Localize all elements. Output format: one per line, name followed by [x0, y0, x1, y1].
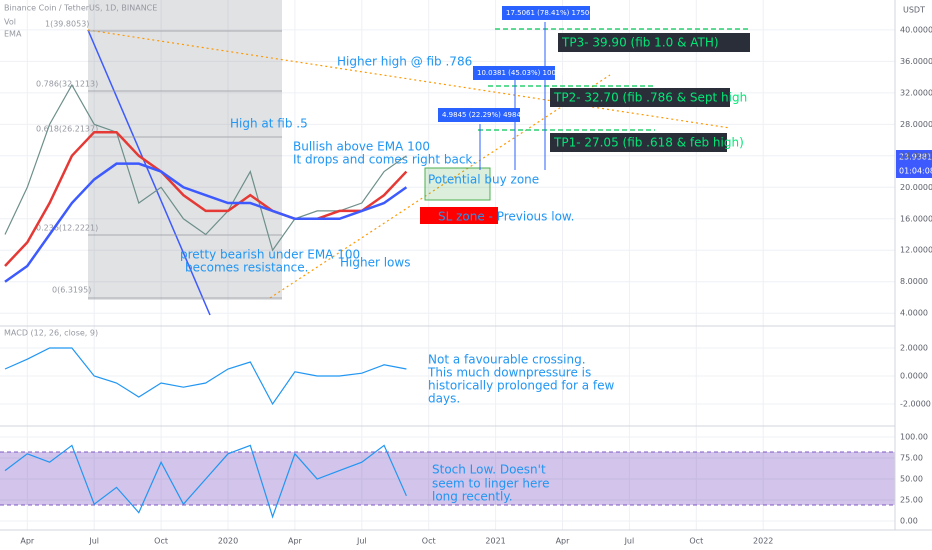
x-tick-label: Oct: [689, 537, 703, 546]
series-line: [4, 130, 408, 267]
target-label: TP3- 39.90 (fib 1.0 & ATH): [561, 36, 719, 50]
measure-label: 10.0381 (45.03%) 100381: [477, 69, 569, 77]
x-tick-label: 2022: [753, 537, 773, 546]
annotation: Bullish above EMA 100: [293, 140, 430, 154]
y-tick-label: 16.0000: [900, 214, 932, 223]
y-tick-label: -2.0000: [900, 400, 931, 409]
measure-box: [438, 108, 520, 122]
annotation: seem to linger here: [432, 477, 549, 491]
annotation: pretty bearish under EMA 100: [180, 248, 360, 262]
annotation: SL zone - Previous low.: [438, 210, 574, 224]
target-box: [558, 33, 750, 52]
annotation: days.: [428, 392, 460, 406]
trendline: [87, 29, 731, 129]
x-tick-label: Apr: [288, 537, 303, 546]
series-line: [4, 347, 407, 406]
annotation: Potential buy zone: [428, 173, 539, 187]
y-tick-label: 0.00: [900, 517, 918, 526]
series-line: [4, 162, 408, 283]
fib-zone: [88, 0, 282, 300]
y-tick-label: 4.0000: [900, 309, 928, 318]
annotation: historically prolonged for a few: [428, 379, 614, 393]
price-tag: [896, 150, 932, 178]
y-tick-label: 100.00: [900, 432, 928, 441]
measure-box: [473, 66, 555, 80]
macd-title: MACD (12, 26, close, 9): [4, 329, 98, 338]
annotation: becomes resistance.: [185, 261, 308, 275]
target-lines: [478, 28, 750, 131]
fib-label: 0(6.3195): [52, 286, 91, 295]
annotations: Higher high @ fib .786 High at fib .5 Bull…: [180, 55, 614, 504]
measure-lines: [479, 22, 546, 170]
x-tick-label: 2020: [218, 537, 238, 546]
x-tick-label: Apr: [20, 537, 35, 546]
buy-zone: [424, 167, 491, 201]
fib-label: 0.236(12.2221): [36, 224, 98, 233]
x-tick-label: 2021: [485, 537, 505, 546]
annotation: Higher lows: [340, 256, 410, 270]
y-tick-label: 36.0000: [900, 57, 932, 66]
y-tick-label: 40.0000: [900, 25, 932, 34]
y-tick-label: 20.0000: [900, 183, 932, 192]
fib-label: 1(39.8053): [45, 20, 89, 29]
countdown: 01:04:08: [899, 167, 932, 176]
y-tick-label: 50.00: [900, 475, 923, 484]
y-tick-label: 8.0000: [900, 277, 928, 286]
y-tick-label: 25.00: [900, 496, 923, 505]
target-box: [550, 133, 727, 152]
y-tick-label: 0.0000: [900, 372, 928, 381]
target-box: [550, 88, 730, 107]
y-tick-label: 32.0000: [900, 88, 932, 97]
vol-label: Vol: [4, 18, 16, 27]
y-tick-label: 12.0000: [900, 246, 932, 255]
x-tick-label: Apr: [556, 537, 571, 546]
annotation: Higher high @ fib .786: [337, 55, 472, 69]
y-tick-label: 2.0000: [900, 344, 928, 353]
annotation: Stoch Low. Doesn't: [432, 463, 546, 477]
series-line: [4, 444, 407, 519]
x-tick-label: Jul: [88, 537, 99, 546]
annotation: It drops and comes right back.: [293, 153, 476, 167]
symbol-title: Binance Coin / TetherUS, 1D, BINANCE: [4, 4, 157, 13]
currency: USDT: [903, 6, 925, 15]
x-tick-label: Jul: [356, 537, 367, 546]
x-tick-label: Jul: [624, 537, 635, 546]
y-tick-label: 24.0000: [900, 151, 932, 160]
measure-box: [502, 6, 590, 20]
target-label: TP2- 32.70 (fib .786 & Sept high: [553, 91, 747, 105]
trendline: [87, 29, 211, 316]
y-tick-label: 28.0000: [900, 120, 932, 129]
stoch-band: [0, 452, 895, 505]
x-tick-label: Oct: [422, 537, 436, 546]
annotation: This much downpressure is: [427, 366, 591, 380]
measure-label: 17.5061 (78.41%) 175061: [506, 9, 598, 17]
annotation: Not a favourable crossing.: [428, 353, 586, 367]
y-tick-label: 75.00: [900, 454, 923, 463]
x-tick-label: Oct: [154, 537, 168, 546]
fib-label: 0.618(26.2137): [36, 125, 98, 134]
last-price: 23.9381: [899, 153, 932, 162]
sl-zone: [420, 207, 498, 224]
ema-label: EMA: [4, 30, 22, 39]
marks: [4, 83, 408, 519]
annotation: High at fib .5: [230, 117, 308, 131]
fib-label: 0.786(32.1213): [36, 80, 98, 89]
measure-label: 4.9845 (22.29%) 49845: [442, 111, 525, 119]
target-label: TP1- 27.05 (fib .618 & feb high): [553, 136, 744, 150]
annotation: long recently.: [432, 490, 513, 504]
